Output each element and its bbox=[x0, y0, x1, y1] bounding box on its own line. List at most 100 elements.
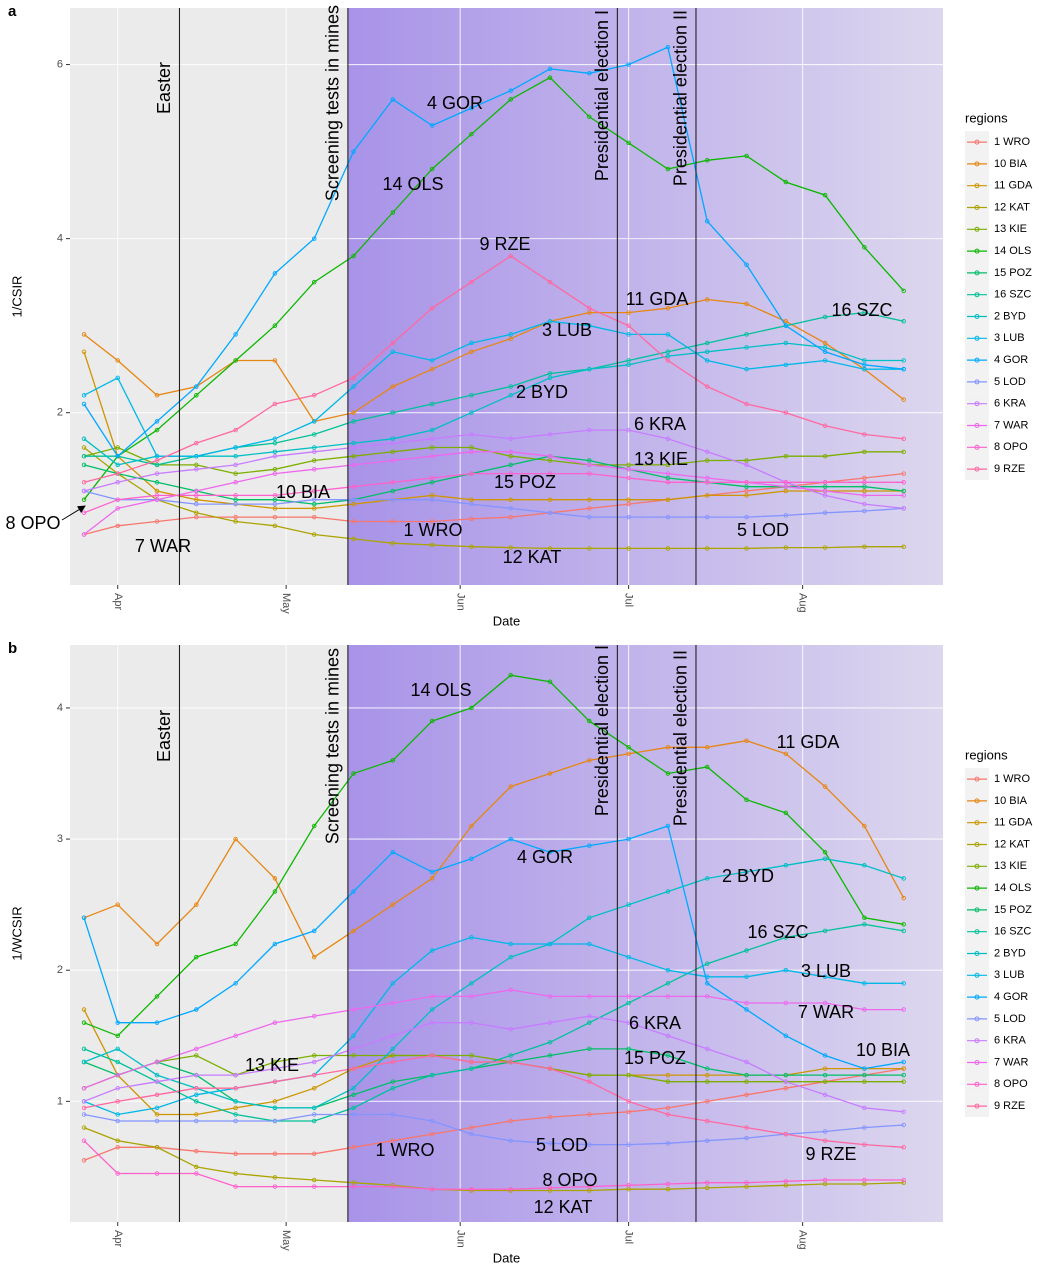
annotation: 15 POZ bbox=[494, 472, 556, 492]
series-point bbox=[704, 349, 710, 355]
series-point bbox=[194, 501, 199, 507]
series-point bbox=[311, 1151, 317, 1157]
series-line bbox=[83, 446, 904, 550]
series-point bbox=[783, 751, 789, 757]
series-point bbox=[626, 332, 631, 337]
series-point bbox=[783, 1000, 789, 1006]
legend-swatch bbox=[974, 248, 980, 254]
series-point bbox=[822, 856, 828, 862]
series-point bbox=[351, 889, 356, 894]
series-point bbox=[390, 1112, 396, 1117]
series-point bbox=[744, 332, 749, 337]
series-point bbox=[704, 1072, 710, 1078]
series-point bbox=[665, 546, 671, 551]
series-point bbox=[626, 954, 631, 960]
series-point bbox=[704, 1138, 710, 1143]
series-line bbox=[83, 320, 904, 457]
series-point bbox=[351, 1145, 356, 1150]
series-point bbox=[390, 1079, 396, 1084]
series-point bbox=[154, 471, 160, 476]
series-point bbox=[390, 1000, 396, 1006]
series-point bbox=[194, 462, 199, 468]
series-point bbox=[587, 462, 592, 468]
series-point bbox=[822, 192, 828, 198]
series-point bbox=[547, 1185, 553, 1191]
series-line bbox=[83, 989, 904, 1089]
series-point bbox=[626, 323, 631, 328]
series-line bbox=[83, 46, 904, 458]
series-point bbox=[233, 1033, 238, 1039]
legend-swatch bbox=[974, 1038, 980, 1044]
series-point bbox=[783, 480, 789, 485]
series-point bbox=[311, 506, 317, 511]
series-point bbox=[351, 519, 356, 524]
series-point bbox=[81, 1020, 87, 1025]
series-point bbox=[665, 981, 671, 986]
annotation: 13 KIE bbox=[634, 449, 688, 469]
legend-text: 3 LUB bbox=[994, 332, 1025, 344]
series-point bbox=[862, 475, 867, 481]
legend-text: 12 KAT bbox=[994, 201, 1030, 213]
series-point bbox=[587, 1112, 592, 1117]
series-line bbox=[83, 1126, 904, 1192]
series-point bbox=[508, 784, 513, 789]
series-point bbox=[665, 1072, 671, 1078]
series-point bbox=[862, 480, 867, 485]
series-point bbox=[665, 44, 671, 50]
series-point bbox=[469, 1020, 474, 1025]
series-point bbox=[272, 497, 278, 502]
series-point bbox=[587, 1046, 592, 1052]
series-point bbox=[704, 218, 710, 224]
series-point bbox=[429, 358, 435, 363]
series-point bbox=[272, 358, 278, 363]
series-point bbox=[822, 1066, 828, 1071]
series-point bbox=[547, 771, 553, 776]
legend-text: 10 BIA bbox=[994, 158, 1028, 170]
series-point bbox=[665, 1079, 671, 1084]
series-point bbox=[233, 1112, 238, 1117]
y-tick-label: 2 bbox=[57, 407, 63, 419]
series-point bbox=[508, 836, 513, 842]
series-point bbox=[508, 462, 513, 468]
series-point bbox=[862, 488, 867, 494]
panel-letter: a bbox=[8, 3, 17, 20]
series-point bbox=[587, 758, 592, 763]
series-line bbox=[83, 1067, 904, 1162]
series-point bbox=[115, 358, 120, 363]
series-point bbox=[469, 410, 474, 415]
series-point bbox=[744, 458, 749, 463]
series-point bbox=[390, 1184, 396, 1189]
annotation: 6 KRA bbox=[629, 1013, 681, 1033]
series-point bbox=[783, 362, 789, 368]
series-point bbox=[390, 480, 396, 485]
series-point bbox=[115, 1118, 120, 1124]
series-point bbox=[429, 869, 435, 875]
series-point bbox=[311, 458, 317, 463]
series-point bbox=[81, 393, 87, 398]
series-point bbox=[587, 323, 592, 328]
series-point bbox=[626, 751, 631, 757]
series-point bbox=[626, 546, 631, 551]
series-point bbox=[390, 440, 396, 446]
series-point bbox=[744, 493, 749, 498]
series-point bbox=[665, 1053, 671, 1058]
legend-swatch bbox=[974, 994, 980, 1000]
series-point bbox=[822, 849, 828, 855]
legend-text: 11 GDA bbox=[994, 180, 1033, 192]
series-point bbox=[587, 1079, 592, 1084]
series-point bbox=[311, 1105, 317, 1111]
series-point bbox=[311, 501, 317, 507]
series-point bbox=[626, 514, 631, 520]
series-point bbox=[194, 1092, 199, 1098]
series-point bbox=[587, 471, 592, 476]
series-point bbox=[233, 445, 238, 450]
series-point bbox=[154, 458, 160, 463]
series-point bbox=[547, 497, 553, 502]
series-point bbox=[311, 419, 317, 424]
series-point bbox=[822, 484, 828, 489]
annotation: 11 GDA bbox=[777, 732, 840, 752]
series-point bbox=[311, 823, 317, 829]
series-point bbox=[272, 889, 278, 894]
series-point bbox=[626, 462, 631, 468]
series-point bbox=[154, 480, 160, 485]
